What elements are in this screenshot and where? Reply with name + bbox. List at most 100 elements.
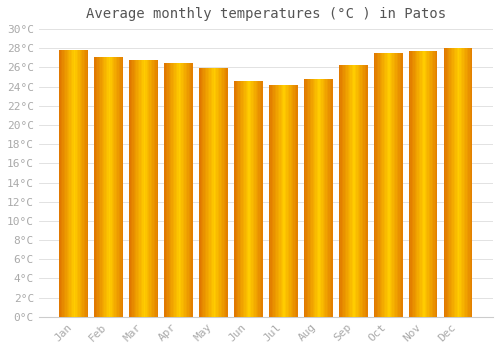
Bar bbox=[116, 57, 117, 317]
Bar bbox=[282, 85, 284, 317]
Bar bbox=[199, 68, 200, 317]
Bar bbox=[354, 64, 356, 317]
Bar bbox=[374, 53, 402, 317]
Bar bbox=[100, 57, 102, 317]
Bar bbox=[94, 57, 123, 317]
Bar bbox=[289, 85, 290, 317]
Bar bbox=[465, 48, 466, 317]
Bar bbox=[183, 63, 184, 317]
Bar bbox=[178, 63, 180, 317]
Bar bbox=[244, 81, 246, 317]
Bar bbox=[172, 63, 173, 317]
Bar bbox=[306, 79, 307, 317]
Bar bbox=[62, 50, 64, 317]
Bar bbox=[156, 60, 158, 317]
Bar bbox=[240, 81, 242, 317]
Bar bbox=[66, 50, 68, 317]
Bar bbox=[71, 50, 72, 317]
Bar bbox=[327, 79, 328, 317]
Bar bbox=[428, 51, 429, 317]
Bar bbox=[187, 63, 188, 317]
Bar bbox=[275, 85, 276, 317]
Bar bbox=[76, 50, 78, 317]
Bar bbox=[246, 81, 247, 317]
Bar bbox=[422, 51, 423, 317]
Bar bbox=[68, 50, 70, 317]
Bar bbox=[430, 51, 432, 317]
Bar bbox=[433, 51, 434, 317]
Bar bbox=[252, 81, 253, 317]
Bar bbox=[432, 51, 433, 317]
Bar bbox=[445, 48, 446, 317]
Bar bbox=[141, 60, 142, 317]
Bar bbox=[242, 81, 244, 317]
Bar bbox=[209, 68, 210, 317]
Bar bbox=[98, 57, 100, 317]
Bar bbox=[164, 63, 166, 317]
Bar bbox=[426, 51, 428, 317]
Bar bbox=[152, 60, 154, 317]
Bar bbox=[64, 50, 65, 317]
Bar bbox=[312, 79, 314, 317]
Bar bbox=[155, 60, 156, 317]
Bar bbox=[322, 79, 324, 317]
Bar bbox=[452, 48, 454, 317]
Bar bbox=[112, 57, 113, 317]
Bar bbox=[364, 64, 366, 317]
Bar bbox=[104, 57, 106, 317]
Bar bbox=[460, 48, 461, 317]
Bar bbox=[396, 53, 397, 317]
Bar bbox=[118, 57, 119, 317]
Bar bbox=[340, 64, 342, 317]
Bar bbox=[295, 85, 296, 317]
Bar bbox=[164, 63, 193, 317]
Bar bbox=[276, 85, 278, 317]
Bar bbox=[144, 60, 145, 317]
Bar bbox=[234, 81, 263, 317]
Bar bbox=[94, 57, 96, 317]
Bar bbox=[236, 81, 237, 317]
Bar bbox=[446, 48, 448, 317]
Bar bbox=[434, 51, 436, 317]
Bar bbox=[286, 85, 288, 317]
Bar bbox=[86, 50, 88, 317]
Bar bbox=[418, 51, 419, 317]
Bar bbox=[384, 53, 386, 317]
Bar bbox=[304, 79, 306, 317]
Bar bbox=[468, 48, 469, 317]
Bar bbox=[471, 48, 472, 317]
Bar bbox=[359, 64, 360, 317]
Bar bbox=[219, 68, 220, 317]
Bar bbox=[218, 68, 220, 317]
Bar bbox=[148, 60, 150, 317]
Bar bbox=[423, 51, 424, 317]
Bar bbox=[382, 53, 384, 317]
Bar bbox=[182, 63, 183, 317]
Bar bbox=[208, 68, 210, 317]
Bar bbox=[216, 68, 218, 317]
Bar bbox=[258, 81, 260, 317]
Bar bbox=[349, 64, 350, 317]
Bar bbox=[132, 60, 134, 317]
Bar bbox=[376, 53, 377, 317]
Bar bbox=[120, 57, 122, 317]
Bar bbox=[242, 81, 243, 317]
Bar bbox=[419, 51, 420, 317]
Bar bbox=[272, 85, 274, 317]
Bar bbox=[118, 57, 120, 317]
Bar bbox=[257, 81, 258, 317]
Bar bbox=[186, 63, 187, 317]
Bar bbox=[177, 63, 178, 317]
Bar bbox=[274, 85, 275, 317]
Bar bbox=[250, 81, 252, 317]
Bar bbox=[82, 50, 84, 317]
Bar bbox=[167, 63, 168, 317]
Bar bbox=[166, 63, 167, 317]
Bar bbox=[136, 60, 138, 317]
Bar bbox=[330, 79, 331, 317]
Bar bbox=[285, 85, 286, 317]
Bar bbox=[226, 68, 228, 317]
Bar bbox=[206, 68, 208, 317]
Bar bbox=[215, 68, 216, 317]
Bar bbox=[466, 48, 468, 317]
